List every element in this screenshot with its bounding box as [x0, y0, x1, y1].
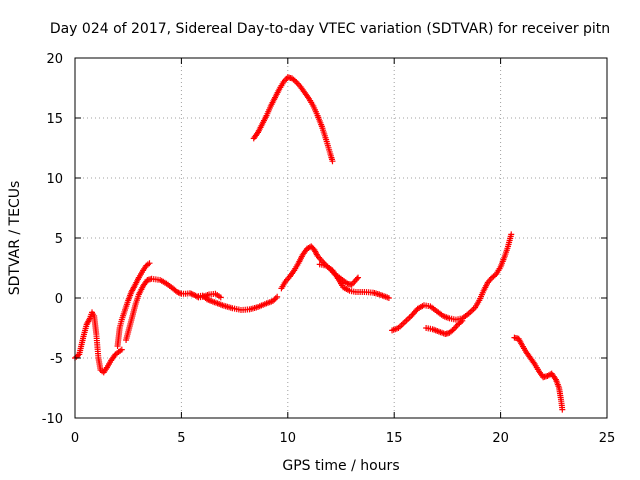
data-point: [355, 274, 362, 281]
data-point: [274, 293, 281, 300]
axis-ticks: 0 5 10 15 20 25 -10 -5 0 5 10 15 20: [42, 52, 616, 446]
data-point: [329, 158, 336, 165]
data-point: [385, 295, 392, 301]
y-tick-label: 10: [46, 172, 63, 187]
x-tick-label: 10: [280, 431, 297, 446]
data-point: [508, 231, 515, 238]
x-tick-label: 20: [492, 431, 509, 446]
y-tick-label: 20: [46, 52, 63, 67]
series-segment-day-two: [195, 292, 281, 313]
series-segment-early: [72, 309, 125, 376]
x-tick-label: 0: [71, 431, 79, 446]
x-tick-label: 15: [386, 431, 403, 446]
series-segment-morning: [114, 260, 153, 349]
y-tick-label: -10: [42, 412, 63, 427]
y-tick-label: 0: [55, 292, 63, 307]
x-tick-label: 5: [177, 431, 185, 446]
series-segment-day-one: [123, 275, 224, 343]
data-point: [559, 406, 566, 413]
data-point: [217, 294, 224, 301]
series-segment-fifteen-lower: [423, 317, 466, 337]
series-segment-late-evening: [316, 261, 392, 301]
data-points: [72, 74, 566, 413]
y-tick-label: -5: [50, 352, 63, 367]
data-point: [118, 346, 125, 353]
data-point: [146, 260, 153, 267]
series-segment-night-high: [250, 74, 336, 165]
data-point: [459, 317, 466, 324]
x-axis-label: GPS time / hours: [282, 458, 399, 474]
grid-lines: [75, 58, 607, 418]
y-tick-label: 5: [55, 232, 63, 247]
chart-title: Day 024 of 2017, Sidereal Day-to-day VTE…: [50, 21, 610, 37]
y-axis-label: SDTVAR / TECUs: [7, 181, 23, 296]
series-segment-final: [511, 334, 566, 413]
series-segment-fifteen-upper: [389, 231, 515, 334]
data-point: [353, 275, 360, 282]
y-tick-label: 15: [46, 112, 63, 127]
x-tick-label: 25: [599, 431, 616, 446]
